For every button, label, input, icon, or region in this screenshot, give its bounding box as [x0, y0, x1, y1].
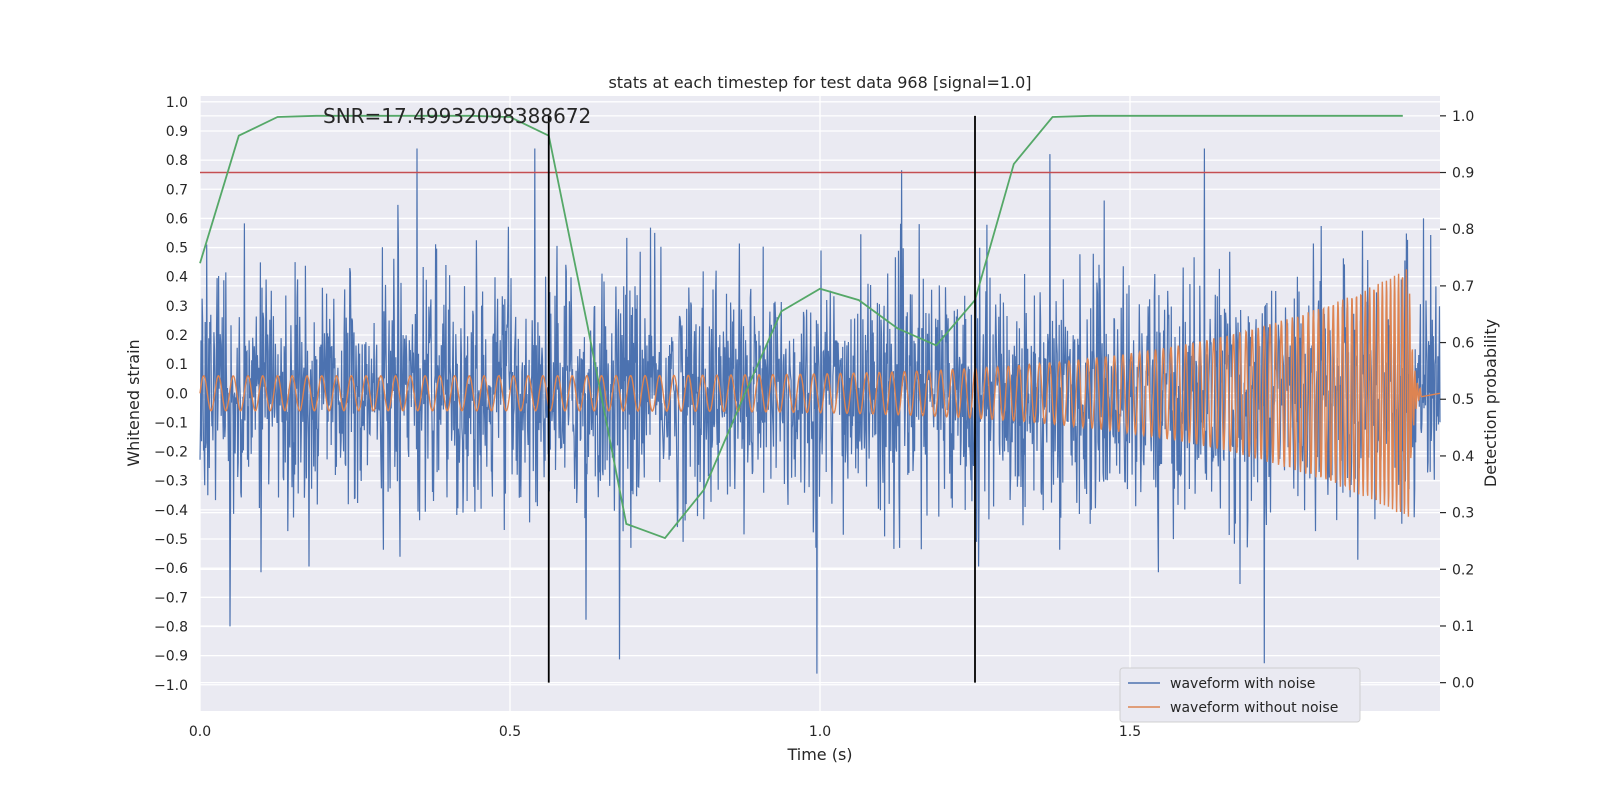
series-layer	[199, 148, 1441, 674]
series-waveform-without-noise	[199, 269, 1441, 517]
left-y-tick-label: −0.4	[154, 503, 188, 519]
right-y-tick-label: 0.0	[1452, 676, 1474, 692]
left-y-tick-label: −0.2	[154, 445, 188, 461]
left-y-tick-label: −0.1	[154, 415, 188, 431]
x-tick-label: 1.0	[809, 724, 831, 740]
right-y-tick-label: 0.2	[1452, 562, 1474, 578]
left-y-tick-label: −0.7	[154, 590, 188, 606]
series-detection-probability	[199, 114, 1403, 540]
right-y-tick-label: 1.0	[1452, 109, 1474, 125]
left-y-tick-label: 0.8	[166, 153, 188, 169]
legend: waveform with noise waveform without noi…	[1119, 667, 1361, 723]
left-y-tick-label: 0.0	[166, 386, 188, 402]
left-y-tick-label: 0.9	[166, 124, 188, 140]
left-y-tick-label: 0.4	[166, 270, 188, 286]
snr-annotation: SNR=17.49932098388672	[323, 104, 591, 128]
right-y-tick-label: 0.9	[1452, 166, 1474, 182]
left-y-axis-label: Whitened strain	[124, 339, 143, 466]
right-y-tick-label: 0.5	[1452, 392, 1474, 408]
left-y-tick-label: −0.5	[154, 532, 188, 548]
left-y-tick-label: 0.7	[166, 182, 188, 198]
x-tick-label: 0.5	[499, 724, 521, 740]
chart-title: stats at each timestep for test data 968…	[608, 73, 1031, 92]
left-y-tick-label: −0.6	[154, 561, 188, 577]
left-y-tick-label: 0.3	[166, 299, 188, 315]
left-y-tick-label: 0.1	[166, 357, 188, 373]
legend-box	[1119, 667, 1361, 723]
left-y-tick-label: 0.2	[166, 328, 188, 344]
left-y-tick-label: −0.3	[154, 474, 188, 490]
x-axis-label: Time (s)	[786, 745, 852, 764]
left-y-tick-label: −1.0	[154, 678, 188, 694]
overlay-layer	[199, 114, 1440, 683]
right-y-tick-label: 0.6	[1452, 336, 1474, 352]
right-y-tick-label: 0.7	[1452, 279, 1474, 295]
x-tick-label: 1.5	[1119, 724, 1141, 740]
right-y-tick-label: 0.3	[1452, 506, 1474, 522]
left-y-tick-label: −0.9	[154, 649, 188, 665]
right-y-tick-label: 0.4	[1452, 449, 1474, 465]
right-y-tick-label: 0.8	[1452, 222, 1474, 238]
left-y-tick-labels: 1.0 0.9 0.8 0.7 0.6 0.5 0.4 0.3 0.2 0.1 0.0 −0.1 −0.…	[154, 95, 188, 694]
legend-label-clean: waveform without noise	[1170, 700, 1338, 716]
right-y-tick-labels: 1.0 0.9 0.8 0.7 0.6 0.5 0.4 0.3 0.2 0.1 0.0	[1440, 109, 1474, 692]
right-y-tick-label: 0.1	[1452, 619, 1474, 635]
right-y-axis-label: Detection probability	[1481, 319, 1500, 487]
legend-label-noise: waveform with noise	[1170, 676, 1315, 692]
x-tick-labels: 0.0 0.5 1.0 1.5	[189, 724, 1141, 740]
left-y-tick-label: −0.8	[154, 619, 188, 635]
left-y-tick-label: 0.5	[166, 241, 188, 257]
x-tick-label: 0.0	[189, 724, 211, 740]
series-waveform-with-noise	[199, 148, 1441, 674]
left-y-tick-label: 1.0	[166, 95, 188, 111]
left-y-tick-label: 0.6	[166, 211, 188, 227]
